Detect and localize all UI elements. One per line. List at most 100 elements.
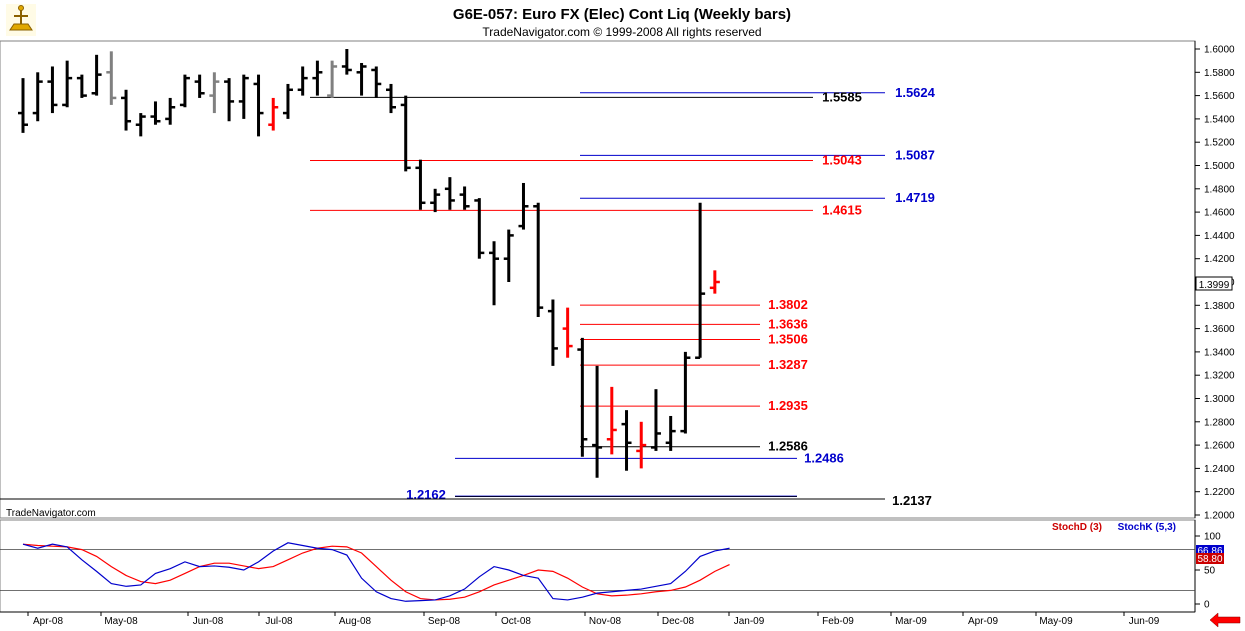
stoch-series-line (22, 542, 730, 602)
last-price-marker: 1.3999 (1195, 276, 1233, 291)
logo-icon (6, 4, 36, 36)
legend-stochd: StochD (3) (1052, 522, 1102, 533)
fib-levels: 1.5624 1.5585 1.5087 1.5043 1.4719 1.4615 1.38… (0, 85, 936, 508)
level-label: 1.2586 (768, 439, 808, 454)
ohlc-bar (592, 365, 603, 478)
ohlc-bar (238, 74, 249, 119)
price-tick-label: 1.2800 (1204, 417, 1235, 428)
ohlc-bar (562, 307, 573, 358)
ohlc-bar (503, 229, 514, 282)
price-tick-label: 1.3000 (1204, 394, 1235, 405)
ohlc-bar (665, 415, 676, 451)
ohlc-bar (165, 97, 176, 125)
x-tick-label: Mar-09 (895, 616, 927, 627)
level-label: 1.3636 (768, 316, 808, 331)
ohlc-bar (636, 421, 647, 469)
level-label: 1.2935 (768, 398, 808, 413)
ohlc-bar (474, 198, 485, 259)
ohlc-bar (356, 62, 367, 96)
x-tick-label: Apr-09 (968, 616, 998, 627)
legend-stochk: StochK (5,3) (1118, 522, 1176, 533)
price-tick-label: 1.2200 (1204, 487, 1235, 498)
ohlc-bar (386, 83, 396, 114)
ohlc-bar (253, 74, 264, 137)
scroll-arrow-icon[interactable] (1209, 612, 1241, 628)
ohlc-bar (518, 182, 529, 230)
ohlc-bar (650, 389, 661, 451)
price-tick-label: 1.2400 (1204, 464, 1235, 475)
stoch-gridlines (0, 549, 1195, 591)
x-tick-label: Jan-09 (734, 616, 765, 627)
x-tick-label: Sep-08 (428, 616, 461, 627)
ohlc-bar (459, 186, 470, 210)
ohlc-bar (341, 49, 352, 75)
price-tick-label: 1.3800 (1204, 301, 1235, 312)
watermark: TradeNavigator.com (6, 508, 96, 519)
price-tick-label: 1.5000 (1204, 161, 1235, 172)
chart-subtitle: TradeNavigator.com © 1999-2008 All right… (482, 25, 761, 39)
ohlc-bar (371, 66, 382, 98)
ohlc-bar (606, 386, 617, 455)
price-tick-label: 1.5200 (1204, 138, 1235, 149)
ohlc-bar (709, 270, 720, 294)
last-price-label: 1.3999 (1199, 280, 1230, 291)
price-axis: 1.6000 1.5800 1.5600 1.5400 1.5200 1.5000 1.48… (1195, 45, 1235, 522)
price-tick-label: 1.5600 (1204, 91, 1235, 102)
price-tick-label: 1.2000 (1204, 511, 1235, 522)
price-tick-label: 1.5800 (1204, 68, 1235, 79)
stochk-readout: 66.86 (1197, 546, 1222, 557)
x-tick-label: Oct-08 (501, 616, 531, 627)
ohlc-bar (179, 74, 190, 108)
stochd-readout: 58.80 (1197, 554, 1222, 565)
ohlc-bar (62, 60, 73, 108)
stoch-series-line (22, 543, 730, 601)
stoch-panel (0, 519, 1196, 613)
x-tick-label: Jun-08 (193, 616, 224, 627)
price-tick-label: 1.3600 (1204, 324, 1235, 335)
x-tick-label: Dec-08 (662, 616, 695, 627)
ohlc-bar (533, 202, 544, 317)
ohlc-bar (680, 351, 691, 434)
level-label: 1.2137 (892, 493, 932, 508)
x-tick-label: Apr-08 (33, 616, 63, 627)
level-label: 1.2486 (804, 450, 844, 465)
level-label: 1.2162 (406, 487, 446, 502)
ohlc-bar (106, 51, 117, 105)
price-tick-label: 1.4800 (1204, 184, 1235, 195)
stoch-tick-label: 0 (1204, 600, 1210, 611)
x-tick-label: Nov-08 (589, 616, 622, 627)
ohlc-bar (400, 95, 411, 172)
ohlc-bar (91, 54, 102, 96)
ohlc-bar (224, 78, 235, 122)
price-tick-label: 1.3200 (1204, 371, 1235, 382)
level-label: 1.5624 (895, 85, 936, 100)
x-tick-label: May-09 (1039, 616, 1073, 627)
price-tick-label: 1.4400 (1204, 231, 1235, 242)
ohlc-bar (18, 78, 28, 133)
ohlc-bars (18, 49, 720, 478)
level-label: 1.3287 (768, 357, 808, 372)
ohlc-bar (209, 72, 220, 114)
ohlc-bar (121, 89, 132, 131)
level-label: 1.5585 (822, 89, 862, 104)
ohlc-bar (415, 159, 426, 210)
price-tick-label: 1.4600 (1204, 208, 1235, 219)
level-label: 1.5087 (895, 147, 935, 162)
stoch-tick-label: 100 (1204, 532, 1221, 543)
x-tick-label: May-08 (104, 616, 138, 627)
level-label: 1.4719 (895, 190, 935, 205)
price-tick-label: 1.5400 (1204, 114, 1235, 125)
ohlc-bar (430, 188, 441, 213)
stoch-tick-label: 50 (1204, 566, 1216, 577)
ohlc-bar (695, 202, 706, 359)
ohlc-bar (312, 60, 323, 96)
ohlc-bar (547, 299, 558, 366)
ohlc-bar (32, 72, 43, 122)
x-axis: Apr-08 May-08 Jun-08 Jul-08 Aug-08 Sep-08 Oct-… (27, 612, 1160, 627)
price-tick-label: 1.3400 (1204, 347, 1235, 358)
x-tick-label: Feb-09 (822, 616, 854, 627)
price-tick-label: 1.6000 (1204, 45, 1235, 56)
level-label: 1.4615 (822, 202, 862, 217)
stoch-readouts: 66.86 58.80 (1196, 545, 1224, 565)
